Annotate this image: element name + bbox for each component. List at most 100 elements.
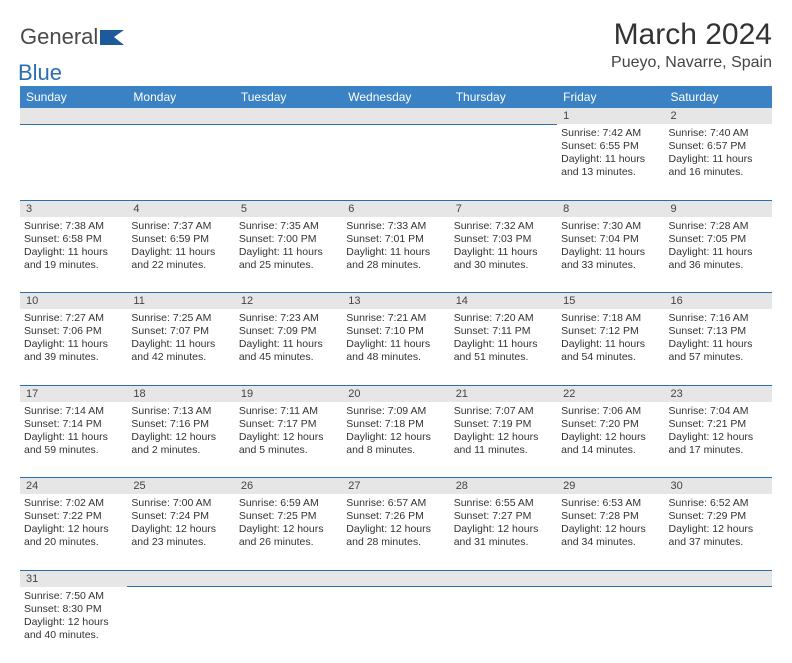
day-number-cell: 30 — [665, 478, 772, 495]
day-number-cell: 11 — [127, 293, 234, 310]
week-row: Sunrise: 7:14 AMSunset: 7:14 PMDaylight:… — [20, 402, 772, 478]
daylight-line: Daylight: 11 hours and 54 minutes. — [561, 338, 660, 364]
day-cell — [342, 124, 449, 200]
sunrise-line: Sunrise: 7:20 AM — [454, 312, 553, 325]
sunrise-line: Sunrise: 7:07 AM — [454, 405, 553, 418]
day-number-cell: 5 — [235, 200, 342, 217]
day-cell: Sunrise: 7:33 AMSunset: 7:01 PMDaylight:… — [342, 217, 449, 293]
day-cell: Sunrise: 7:28 AMSunset: 7:05 PMDaylight:… — [665, 217, 772, 293]
sunset-line: Sunset: 7:07 PM — [131, 325, 230, 338]
daylight-line: Daylight: 12 hours and 8 minutes. — [346, 431, 445, 457]
sunrise-line: Sunrise: 7:32 AM — [454, 220, 553, 233]
daylight-line: Daylight: 12 hours and 2 minutes. — [131, 431, 230, 457]
day-cell: Sunrise: 7:02 AMSunset: 7:22 PMDaylight:… — [20, 494, 127, 570]
day-cell — [665, 587, 772, 663]
daylight-line: Daylight: 11 hours and 33 minutes. — [561, 246, 660, 272]
sunrise-line: Sunrise: 7:23 AM — [239, 312, 338, 325]
day-number-cell — [235, 570, 342, 587]
sunrise-line: Sunrise: 7:28 AM — [669, 220, 768, 233]
daylight-line: Daylight: 12 hours and 31 minutes. — [454, 523, 553, 549]
day-cell: Sunrise: 7:16 AMSunset: 7:13 PMDaylight:… — [665, 309, 772, 385]
day-number-cell: 18 — [127, 385, 234, 402]
day-cell: Sunrise: 6:55 AMSunset: 7:27 PMDaylight:… — [450, 494, 557, 570]
logo: General — [20, 24, 128, 50]
sunset-line: Sunset: 8:30 PM — [24, 603, 123, 616]
day-number-cell: 16 — [665, 293, 772, 310]
location-subtitle: Pueyo, Navarre, Spain — [611, 54, 772, 72]
sunrise-line: Sunrise: 6:59 AM — [239, 497, 338, 510]
sunrise-line: Sunrise: 7:13 AM — [131, 405, 230, 418]
day-number-cell: 10 — [20, 293, 127, 310]
sunrise-line: Sunrise: 7:14 AM — [24, 405, 123, 418]
day-number-cell: 19 — [235, 385, 342, 402]
sunrise-line: Sunrise: 7:37 AM — [131, 220, 230, 233]
sunrise-line: Sunrise: 7:27 AM — [24, 312, 123, 325]
daylight-line: Daylight: 12 hours and 37 minutes. — [669, 523, 768, 549]
day-header: Monday — [127, 86, 234, 108]
day-cell: Sunrise: 7:30 AMSunset: 7:04 PMDaylight:… — [557, 217, 664, 293]
daylight-line: Daylight: 11 hours and 59 minutes. — [24, 431, 123, 457]
sunrise-line: Sunrise: 7:35 AM — [239, 220, 338, 233]
daynum-row: 10111213141516 — [20, 293, 772, 310]
daylight-line: Daylight: 11 hours and 36 minutes. — [669, 246, 768, 272]
day-cell: Sunrise: 7:09 AMSunset: 7:18 PMDaylight:… — [342, 402, 449, 478]
day-cell: Sunrise: 7:20 AMSunset: 7:11 PMDaylight:… — [450, 309, 557, 385]
title-block: March 2024 Pueyo, Navarre, Spain — [611, 18, 772, 72]
daylight-line: Daylight: 11 hours and 39 minutes. — [24, 338, 123, 364]
day-number-cell: 8 — [557, 200, 664, 217]
daylight-line: Daylight: 11 hours and 57 minutes. — [669, 338, 768, 364]
week-row: Sunrise: 7:27 AMSunset: 7:06 PMDaylight:… — [20, 309, 772, 385]
daylight-line: Daylight: 12 hours and 23 minutes. — [131, 523, 230, 549]
logo-text-blue: Blue — [18, 60, 62, 85]
day-cell: Sunrise: 7:13 AMSunset: 7:16 PMDaylight:… — [127, 402, 234, 478]
sunset-line: Sunset: 7:18 PM — [346, 418, 445, 431]
sunrise-line: Sunrise: 6:53 AM — [561, 497, 660, 510]
sunrise-line: Sunrise: 7:09 AM — [346, 405, 445, 418]
sunset-line: Sunset: 7:24 PM — [131, 510, 230, 523]
sunset-line: Sunset: 7:14 PM — [24, 418, 123, 431]
daynum-row: 31 — [20, 570, 772, 587]
sunset-line: Sunset: 7:27 PM — [454, 510, 553, 523]
day-cell: Sunrise: 6:59 AMSunset: 7:25 PMDaylight:… — [235, 494, 342, 570]
sunrise-line: Sunrise: 7:06 AM — [561, 405, 660, 418]
day-number-cell: 20 — [342, 385, 449, 402]
daylight-line: Daylight: 12 hours and 40 minutes. — [24, 616, 123, 642]
daylight-line: Daylight: 11 hours and 19 minutes. — [24, 246, 123, 272]
sunset-line: Sunset: 7:29 PM — [669, 510, 768, 523]
day-cell: Sunrise: 7:38 AMSunset: 6:58 PMDaylight:… — [20, 217, 127, 293]
sunset-line: Sunset: 7:11 PM — [454, 325, 553, 338]
sunset-line: Sunset: 7:09 PM — [239, 325, 338, 338]
sunset-line: Sunset: 6:57 PM — [669, 140, 768, 153]
sunrise-line: Sunrise: 7:42 AM — [561, 127, 660, 140]
sunrise-line: Sunrise: 7:40 AM — [669, 127, 768, 140]
day-cell — [342, 587, 449, 663]
day-number-cell: 4 — [127, 200, 234, 217]
day-number-cell: 25 — [127, 478, 234, 495]
daylight-line: Daylight: 11 hours and 13 minutes. — [561, 153, 660, 179]
sunrise-line: Sunrise: 6:57 AM — [346, 497, 445, 510]
sunset-line: Sunset: 7:28 PM — [561, 510, 660, 523]
day-number-cell — [342, 108, 449, 124]
day-number-cell — [20, 108, 127, 124]
daylight-line: Daylight: 11 hours and 25 minutes. — [239, 246, 338, 272]
day-number-cell: 9 — [665, 200, 772, 217]
sunrise-line: Sunrise: 7:16 AM — [669, 312, 768, 325]
sunset-line: Sunset: 7:25 PM — [239, 510, 338, 523]
day-number-cell — [235, 108, 342, 124]
day-cell: Sunrise: 7:27 AMSunset: 7:06 PMDaylight:… — [20, 309, 127, 385]
day-number-cell — [342, 570, 449, 587]
day-cell — [127, 124, 234, 200]
day-number-cell: 7 — [450, 200, 557, 217]
sunrise-line: Sunrise: 7:50 AM — [24, 590, 123, 603]
sunset-line: Sunset: 7:19 PM — [454, 418, 553, 431]
sunrise-line: Sunrise: 7:21 AM — [346, 312, 445, 325]
sunrise-line: Sunrise: 7:02 AM — [24, 497, 123, 510]
day-header-row: SundayMondayTuesdayWednesdayThursdayFrid… — [20, 86, 772, 108]
sunrise-line: Sunrise: 7:00 AM — [131, 497, 230, 510]
day-cell: Sunrise: 7:21 AMSunset: 7:10 PMDaylight:… — [342, 309, 449, 385]
day-header: Thursday — [450, 86, 557, 108]
sunset-line: Sunset: 7:06 PM — [24, 325, 123, 338]
day-number-cell: 12 — [235, 293, 342, 310]
day-cell: Sunrise: 7:23 AMSunset: 7:09 PMDaylight:… — [235, 309, 342, 385]
day-cell: Sunrise: 7:04 AMSunset: 7:21 PMDaylight:… — [665, 402, 772, 478]
